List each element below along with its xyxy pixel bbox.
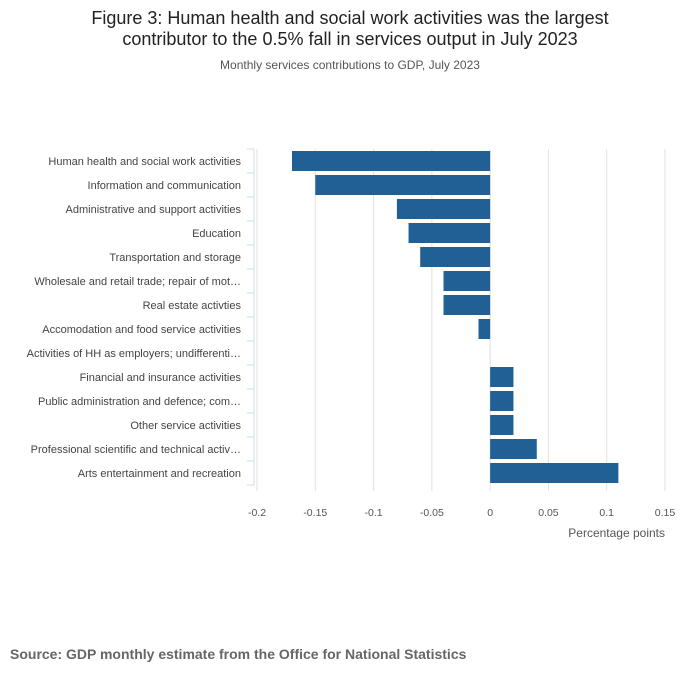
x-tick-label-4: 0 <box>487 507 493 519</box>
category-label-7: Accomodation and food service activities <box>42 324 241 336</box>
chart-title-line-1: Figure 3: Human health and social work a… <box>91 8 609 28</box>
bar-4[interactable] <box>420 247 491 267</box>
category-label-4: Transportation and storage <box>109 252 241 264</box>
bar-13[interactable] <box>490 463 619 483</box>
x-tick-label-5: 0.05 <box>538 507 559 519</box>
category-label-8: Activities of HH as employers; undiffere… <box>27 348 241 360</box>
category-label-9: Financial and insurance activities <box>80 372 242 384</box>
bar-7[interactable] <box>478 319 491 339</box>
category-label-0: Human health and social work activities <box>48 156 241 168</box>
bar-chart: Human health and social work activities I… <box>27 148 676 540</box>
chart-title: Figure 3: Human health and social work a… <box>0 8 700 50</box>
x-axis-title: Percentage points <box>568 526 665 540</box>
bar-2[interactable] <box>396 199 491 219</box>
category-label-12: Professional scientific and technical ac… <box>31 444 241 456</box>
x-tick-label-6: 0.1 <box>599 507 614 519</box>
bar-9[interactable] <box>490 367 514 387</box>
category-label-10: Public administration and defence; com… <box>38 396 241 408</box>
category-label-2: Administrative and support activities <box>66 204 242 216</box>
bar-5[interactable] <box>443 271 491 291</box>
category-label-5: Wholesale and retail trade; repair of mo… <box>34 276 241 288</box>
bar-10[interactable] <box>490 391 514 411</box>
bar-6[interactable] <box>443 295 491 315</box>
x-tick-label-1: -0.15 <box>303 507 327 519</box>
bar-1[interactable] <box>315 175 491 195</box>
x-tick-label-2: -0.1 <box>365 507 383 519</box>
bar-3[interactable] <box>408 223 491 243</box>
chart-title-line-2: contributor to the 0.5% fall in services… <box>122 29 578 49</box>
category-label-3: Education <box>192 228 241 240</box>
category-label-6: Real estate activties <box>143 300 242 312</box>
chart-subtitle: Monthly services contributions to GDP, J… <box>220 58 480 72</box>
source-note: Source: GDP monthly estimate from the Of… <box>10 646 467 662</box>
x-tick-label-7: 0.15 <box>655 507 676 519</box>
bar-12[interactable] <box>490 439 537 459</box>
x-tick-label-0: -0.2 <box>248 507 266 519</box>
category-label-1: Information and communication <box>88 180 241 192</box>
category-label-11: Other service activities <box>130 420 241 432</box>
bar-11[interactable] <box>490 415 514 435</box>
x-tick-label-3: -0.05 <box>420 507 444 519</box>
category-label-13: Arts entertainment and recreation <box>78 468 241 480</box>
bar-0[interactable] <box>291 151 491 171</box>
